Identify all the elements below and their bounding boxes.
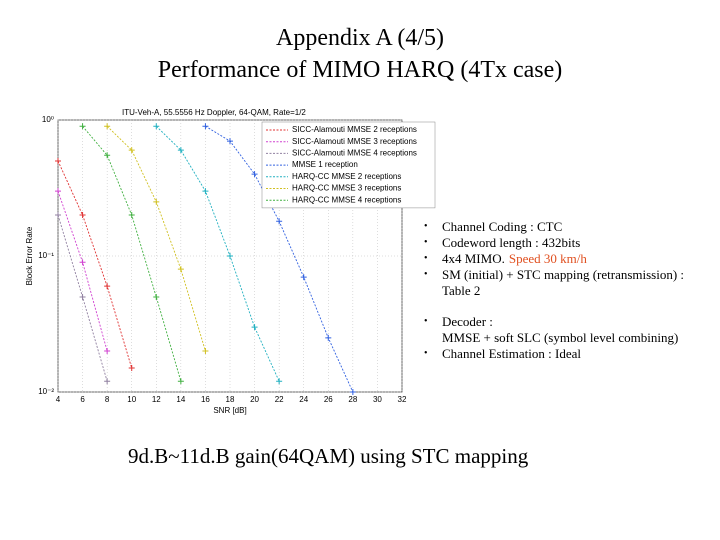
bullet: SM (initial) + STC mapping (retransmissi…	[420, 267, 715, 299]
bullet: Channel Coding : CTC	[420, 219, 715, 235]
bullet-text: MMSE + soft SLC (symbol level combining)	[442, 330, 679, 345]
legend-box	[261, 121, 436, 209]
point-marker	[128, 147, 135, 154]
x-tick-label: 18	[226, 395, 235, 404]
point-marker	[349, 389, 356, 395]
legend-label: SICC-Alamouti MMSE 2 receptions	[292, 125, 417, 134]
highlight: Speed 30 km/h	[508, 251, 587, 266]
point-marker	[55, 157, 61, 164]
point-marker	[79, 123, 86, 130]
bullet: Decoder :MMSE + soft SLC (symbol level c…	[420, 314, 715, 346]
x-tick-label: 10	[127, 395, 136, 404]
y-tick-label: 10⁻¹	[38, 251, 54, 260]
point-marker	[227, 138, 233, 145]
point-marker	[104, 348, 111, 355]
point-marker	[177, 266, 184, 273]
legend-label: HARQ-CC MMSE 2 receptions	[292, 172, 401, 181]
point-marker	[202, 348, 209, 355]
footer: 9d.B~11d.B gain(64QAM) using STC mapping	[128, 444, 529, 468]
bullet: Codeword length : 432bits	[420, 235, 715, 251]
x-tick-label: 14	[176, 395, 185, 404]
bullet: Channel Estimation : Ideal	[420, 346, 715, 362]
point-marker	[79, 212, 86, 219]
point-marker	[227, 253, 233, 259]
bullet-list: Channel Coding : CTC Codeword length : 4…	[420, 219, 715, 362]
legend-label: HARQ-CC MMSE 4 receptions	[292, 195, 401, 204]
point-marker	[128, 365, 135, 372]
point-marker	[276, 218, 283, 225]
legend-label: SICC-Alamouti MMSE 4 receptions	[292, 149, 417, 158]
y-tick-label: 10⁰	[42, 115, 54, 124]
point-marker	[153, 198, 160, 205]
point-marker	[79, 259, 86, 266]
x-tick-label: 20	[250, 395, 259, 404]
x-tick-label: 4	[56, 395, 61, 404]
x-tick-label: 28	[348, 395, 357, 404]
x-tick-label: 16	[201, 395, 210, 404]
point-marker	[177, 147, 184, 154]
point-marker	[300, 274, 307, 281]
x-axis-label: SNR [dB]	[213, 406, 246, 415]
x-tick-label: 26	[324, 395, 333, 404]
point-marker	[202, 123, 209, 130]
point-marker	[251, 171, 258, 178]
point-marker	[104, 378, 111, 385]
point-marker	[325, 334, 332, 341]
x-tick-label: 6	[80, 395, 85, 404]
legend-label: MMSE 1 reception	[292, 160, 358, 169]
point-marker	[153, 293, 160, 300]
point-marker	[55, 212, 61, 219]
x-tick-label: 22	[275, 395, 284, 404]
x-tick-label: 8	[105, 395, 110, 404]
point-marker	[104, 152, 111, 159]
point-marker	[79, 293, 86, 300]
bullet-text: 4x4 MIMO.	[442, 251, 505, 266]
point-marker	[251, 324, 258, 331]
point-marker	[128, 212, 135, 219]
series-line	[155, 125, 280, 382]
bullet: 4x4 MIMO.Speed 30 km/h	[420, 251, 715, 267]
x-tick-label: 32	[398, 395, 407, 404]
point-marker	[104, 123, 111, 130]
x-tick-label: 24	[299, 395, 308, 404]
bullet-text: Decoder :	[442, 314, 493, 329]
y-tick-label: 10⁻²	[38, 387, 54, 396]
point-marker	[104, 283, 111, 290]
legend-label: HARQ-CC MMSE 3 receptions	[292, 184, 401, 193]
chart-title: ITU-Veh-A, 55.5556 Hz Doppler, 64-QAM, R…	[122, 108, 306, 117]
title-line: Appendix A (4/5)	[276, 25, 444, 51]
point-marker	[177, 378, 184, 385]
legend-label: SICC-Alamouti MMSE 3 receptions	[292, 137, 417, 146]
point-marker	[153, 123, 160, 130]
point-marker	[55, 188, 61, 195]
x-tick-label: 30	[373, 395, 382, 404]
title-line: Performance of MIMO HARQ (4Tx case)	[157, 57, 563, 83]
y-axis-label: Block Error Rate	[25, 226, 34, 285]
x-tick-label: 12	[152, 395, 161, 404]
point-marker	[276, 378, 283, 385]
point-marker	[202, 188, 209, 195]
series-line	[57, 160, 133, 369]
